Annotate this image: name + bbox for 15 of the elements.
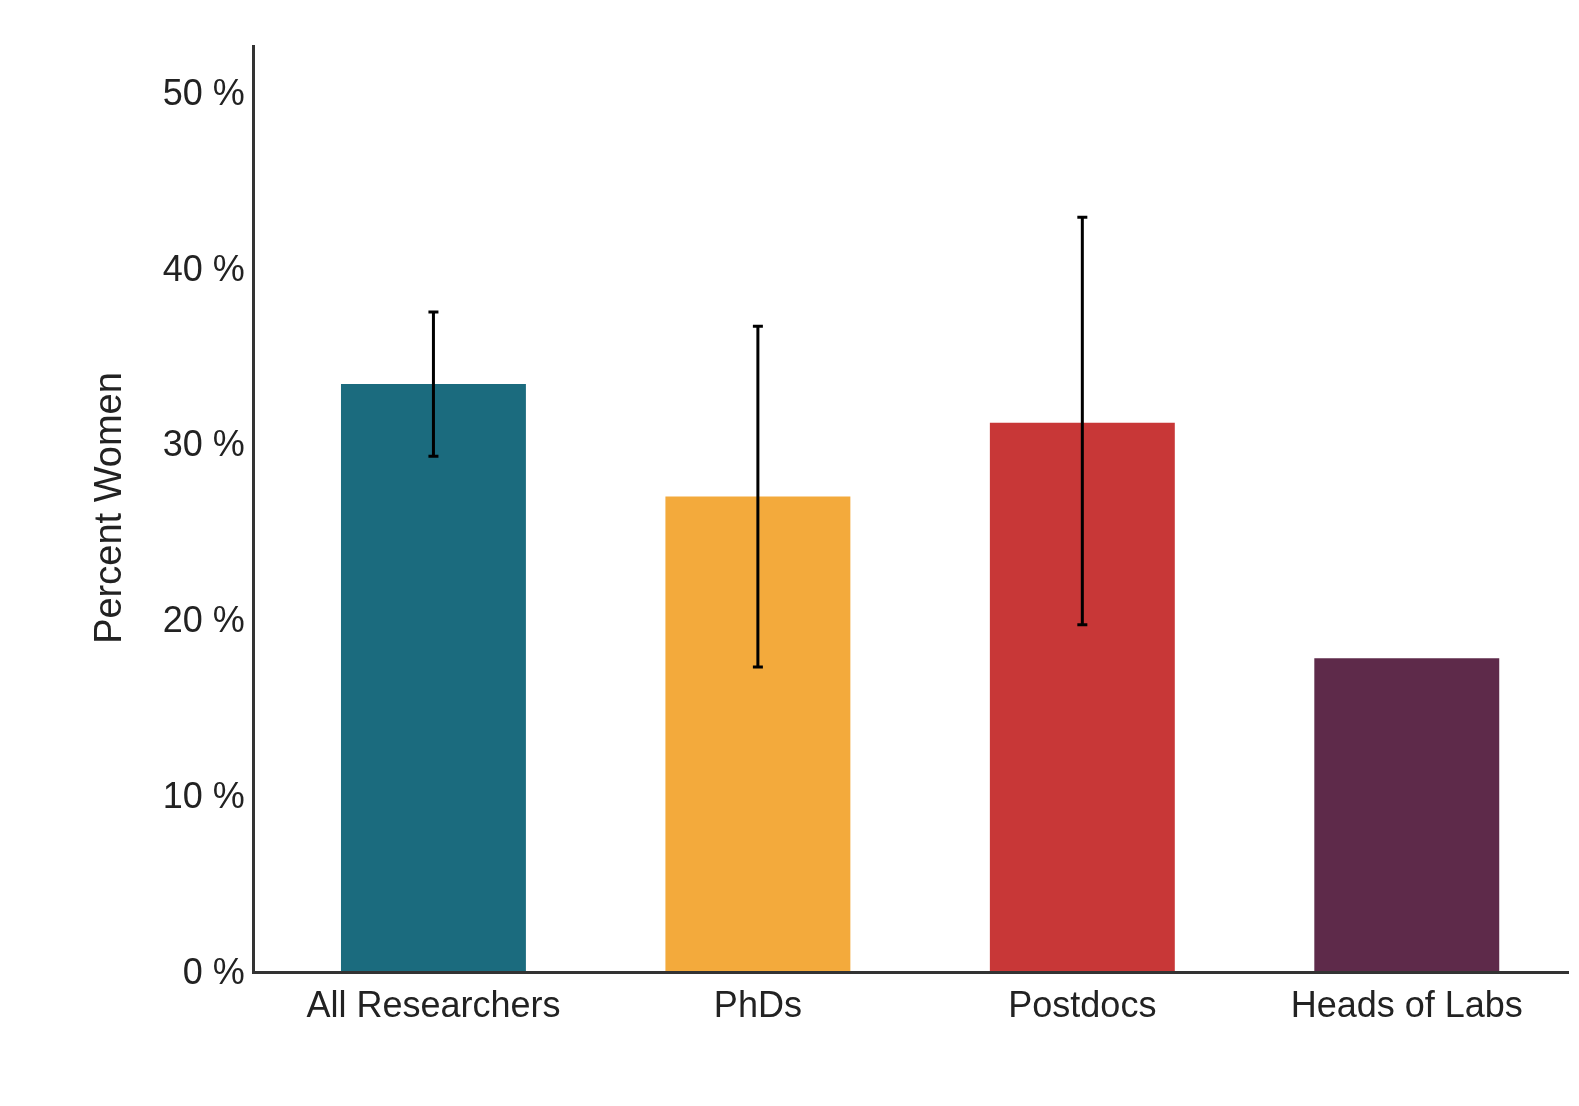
y-tick-label: 0 % (182, 950, 245, 992)
bar (1314, 658, 1500, 971)
y-tick-label: 10 % (162, 774, 245, 816)
y-tick-label: 50 % (162, 72, 245, 114)
bar (665, 496, 851, 971)
x-tick-label: Postdocs (1008, 984, 1157, 1026)
y-axis-title: Percent Women (86, 372, 129, 644)
y-tick-label: 40 % (162, 247, 245, 289)
y-tick-label: 20 % (162, 599, 245, 641)
x-tick-label: PhDs (713, 984, 802, 1026)
x-tick-label: Heads of Labs (1290, 984, 1523, 1026)
x-tick-label: All Researchers (306, 984, 561, 1026)
bar (989, 422, 1175, 971)
bar (340, 384, 526, 971)
y-tick-label: 30 % (162, 423, 245, 465)
